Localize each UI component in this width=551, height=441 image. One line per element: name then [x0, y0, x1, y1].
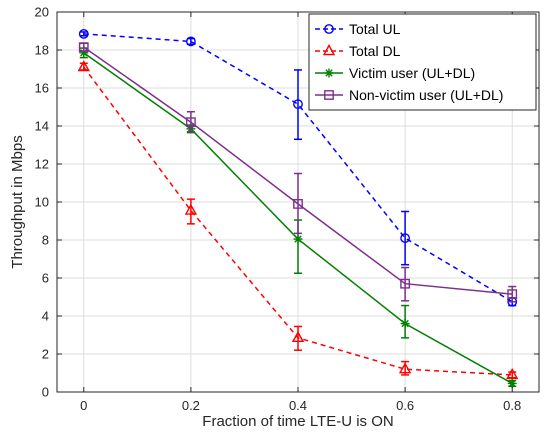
series-3 — [78, 42, 518, 303]
error-bar — [401, 210, 410, 266]
error-bar — [294, 69, 302, 141]
legend-marker — [324, 24, 334, 34]
x-tick-label: 0 — [80, 398, 87, 413]
legend-entry: Total UL — [315, 21, 401, 37]
error-bar — [294, 325, 302, 351]
data-point — [78, 42, 89, 53]
y-axis-title: Throughput in Mbps — [9, 135, 26, 268]
data-point — [78, 28, 89, 39]
y-tick-label: 10 — [35, 195, 49, 210]
x-tick-label: 0.8 — [503, 398, 521, 413]
legend-label: Non-victim user (UL+DL) — [349, 87, 503, 103]
legend-entry: Non-victim user (UL+DL) — [315, 87, 503, 103]
y-tick-label: 20 — [35, 5, 49, 20]
data-point — [185, 117, 196, 128]
data-point — [400, 319, 410, 329]
data-point — [293, 198, 303, 209]
data-point — [400, 233, 411, 244]
legend-label: Victim user (UL+DL) — [349, 65, 475, 81]
data-point — [507, 289, 518, 300]
data-point — [398, 362, 412, 374]
legend-box — [308, 13, 537, 111]
data-point — [291, 330, 305, 343]
data-point — [184, 203, 198, 215]
y-tick-label: 6 — [42, 271, 49, 286]
legend-marker — [322, 44, 336, 56]
series-layer — [77, 28, 519, 388]
legend: Total UL Total DL Victim user (UL+DL) Non-v… — [308, 13, 537, 111]
y-tick-label: 8 — [42, 233, 49, 248]
y-tick-label: 4 — [42, 309, 49, 324]
error-bar — [508, 285, 517, 303]
legend-entry: Victim user (UL+DL) — [315, 65, 475, 81]
error-bar — [401, 266, 410, 302]
x-tick-label: 0.6 — [396, 398, 414, 413]
data-point — [506, 367, 519, 380]
y-tick-label: 0 — [42, 385, 49, 400]
y-tick-label: 16 — [35, 81, 49, 96]
legend-entry: Total DL — [315, 43, 401, 59]
y-tick-label: 2 — [42, 347, 49, 362]
error-bar — [186, 111, 195, 133]
x-tick-label: 0.2 — [182, 398, 200, 413]
data-point — [507, 378, 517, 388]
error-bar — [186, 198, 195, 225]
data-point — [77, 60, 90, 72]
x-tick-label: 0.4 — [289, 398, 307, 413]
y-tick-label: 18 — [35, 43, 49, 58]
legend-label: Total DL — [349, 43, 401, 59]
y-tick-label: 12 — [35, 157, 49, 172]
data-point — [293, 99, 303, 110]
x-axis-title: Fraction of time LTE-U is ON — [202, 413, 393, 430]
legend-marker — [324, 68, 334, 78]
series-line — [83, 33, 513, 303]
data-point — [400, 278, 411, 289]
data-point — [185, 36, 196, 47]
y-tick-label: 14 — [35, 119, 49, 134]
data-point — [293, 234, 303, 244]
error-bar — [79, 31, 88, 37]
legend-label: Total UL — [349, 21, 401, 37]
axis-ticks: 0 2 4 6 8 10 12 14 16 18 20 0 0.2 0.4 0.6 0.8 — [35, 5, 539, 413]
error-bar — [294, 172, 302, 235]
legend-marker — [324, 90, 334, 100]
series-1 — [77, 60, 519, 380]
